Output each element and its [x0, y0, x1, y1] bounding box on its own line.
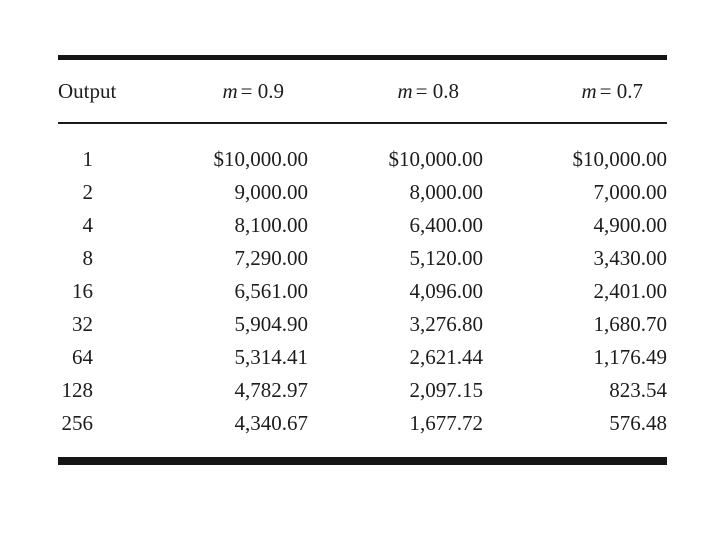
table-row: 256 4,340.67 1,677.72 576.48 — [58, 407, 668, 440]
m07-equation: = 0.7 — [599, 78, 643, 103]
m09-value-cell: $10,000.00 — [213, 147, 309, 171]
output-cell: 16 — [72, 279, 93, 303]
table-body: 1 $10,000.00 $10,000.00 $10,000.00 2 9,0… — [58, 124, 668, 457]
table-row: 8 7,290.00 5,120.00 3,430.00 — [58, 242, 668, 275]
m09-equation: = 0.9 — [240, 78, 284, 103]
m-variable-symbol: m — [222, 78, 238, 103]
m09-value-cell: 5,314.41 — [234, 345, 309, 369]
output-cell: 4 — [82, 213, 94, 237]
table-row: 64 5,314.41 2,621.44 1,176.49 — [58, 341, 667, 374]
table-row: 1 $10,000.00 $10,000.00 $10,000.00 — [58, 143, 668, 176]
header-separator-rule — [58, 122, 667, 124]
m-variable-symbol: m — [397, 78, 413, 103]
m08-equation: = 0.8 — [415, 78, 459, 103]
m08-value-cell: 2,621.44 — [409, 345, 484, 369]
m07-value-cell: 2,401.00 — [593, 279, 668, 303]
m07-value-cell: 1,176.49 — [593, 345, 668, 369]
m07-value-cell: 4,900.00 — [593, 213, 668, 237]
column-header-m09: m = 0.9 — [133, 79, 308, 104]
m08-value-cell: 3,276.80 — [409, 312, 484, 336]
table-top-rule — [58, 55, 667, 60]
output-cell: 128 — [61, 378, 94, 402]
table-row: 16 6,561.00 4,096.00 2,401.00 — [58, 275, 667, 308]
m08-value-cell: 4,096.00 — [409, 279, 484, 303]
column-header-m08: m = 0.8 — [308, 79, 483, 104]
m07-value-cell: 576.48 — [609, 411, 667, 435]
output-cell: 64 — [72, 345, 93, 369]
output-cell: 8 — [82, 246, 94, 270]
m09-value-cell: 4,340.67 — [234, 411, 309, 435]
m07-value-cell: 1,680.70 — [593, 312, 668, 336]
output-money-table: Output m = 0.9 m = 0.8 m = 0.7 1 $10,000.00… — [58, 55, 667, 465]
output-cell: 256 — [61, 411, 94, 435]
m08-value-cell: 8,000.00 — [409, 180, 484, 204]
column-header-output: Output — [58, 78, 117, 103]
m08-value-cell: 5,120.00 — [409, 246, 484, 270]
m09-value-cell: 5,904.90 — [234, 312, 309, 336]
table-header-row: Output m = 0.9 m = 0.8 m = 0.7 — [58, 60, 667, 122]
m09-value-cell: 6,561.00 — [234, 279, 309, 303]
m07-value-cell: 3,430.00 — [593, 246, 668, 270]
table-bottom-rule — [58, 457, 667, 465]
output-cell: 2 — [82, 180, 94, 204]
table-row: 32 5,904.90 3,276.80 1,680.70 — [58, 308, 667, 341]
m09-value-cell: 7,290.00 — [234, 246, 309, 270]
m07-value-cell: $10,000.00 — [572, 147, 668, 171]
m08-value-cell: 6,400.00 — [409, 213, 484, 237]
m07-value-cell: 823.54 — [609, 378, 667, 402]
column-header-m07: m = 0.7 — [483, 79, 667, 104]
table-row: 2 9,000.00 8,000.00 7,000.00 — [58, 176, 668, 209]
table-row: 128 4,782.97 2,097.15 823.54 — [58, 374, 668, 407]
m-variable-symbol: m — [581, 78, 597, 103]
m08-value-cell: 1,677.72 — [409, 411, 484, 435]
output-cell: 32 — [72, 312, 93, 336]
m08-value-cell: $10,000.00 — [388, 147, 484, 171]
m09-value-cell: 4,782.97 — [234, 378, 309, 402]
m07-value-cell: 7,000.00 — [593, 180, 668, 204]
m09-value-cell: 9,000.00 — [234, 180, 309, 204]
m09-value-cell: 8,100.00 — [234, 213, 309, 237]
output-cell: 1 — [82, 147, 94, 171]
table-row: 4 8,100.00 6,400.00 4,900.00 — [58, 209, 668, 242]
m08-value-cell: 2,097.15 — [409, 378, 484, 402]
